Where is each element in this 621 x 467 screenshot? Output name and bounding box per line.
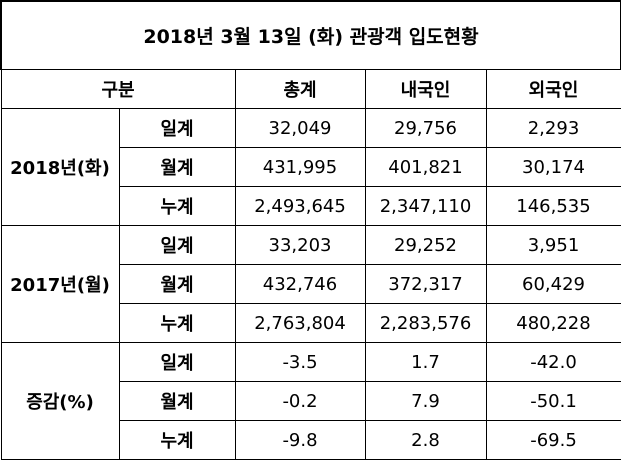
data-row: 월계 -0.2 7.9 -50.1 bbox=[1, 381, 621, 421]
column-header: 총계 bbox=[234, 69, 366, 109]
row-label: 누계 bbox=[118, 303, 236, 343]
data-row: 2017년(월) 일계 33,203 29,252 3,951 bbox=[0, 225, 621, 343]
value-cell: 2.8 bbox=[364, 420, 487, 460]
value-cell: -50.1 bbox=[485, 381, 621, 421]
column-header: 구분 bbox=[0, 69, 236, 109]
value-cell: -9.8 bbox=[234, 420, 366, 460]
value-cell: 2,347,110 bbox=[364, 186, 487, 226]
value-cell: 60,429 bbox=[485, 264, 621, 304]
data-row: 누계 -9.8 2.8 -69.5 bbox=[1, 420, 621, 460]
header-row: 구분 총계 내국인 외국인 bbox=[0, 69, 621, 109]
value-cell: 401,821 bbox=[364, 147, 487, 187]
column-header: 내국인 bbox=[364, 69, 487, 109]
value-cell: 431,995 bbox=[234, 147, 366, 187]
row-label: 일계 bbox=[118, 225, 236, 265]
row-label: 일계 bbox=[118, 108, 236, 148]
value-cell: -69.5 bbox=[485, 420, 621, 460]
data-row: 월계 431,995 401,821 30,174 bbox=[1, 147, 621, 187]
row-label: 월계 bbox=[118, 264, 236, 304]
group-label: 증감(%) bbox=[0, 342, 120, 460]
value-cell: 29,756 bbox=[364, 108, 487, 148]
value-cell: 432,746 bbox=[234, 264, 366, 304]
column-header: 외국인 bbox=[485, 69, 621, 109]
data-row: 누계 2,763,804 2,283,576 480,228 bbox=[1, 303, 621, 343]
data-row: 2018년(화) 일계 32,049 29,756 2,293 bbox=[0, 108, 621, 226]
row-label: 일계 bbox=[118, 342, 236, 382]
value-cell: 480,228 bbox=[485, 303, 621, 343]
data-row: 증감(%) 일계 -3.5 1.7 -42.0 bbox=[0, 342, 621, 460]
value-cell: 2,293 bbox=[485, 108, 621, 148]
value-cell: 32,049 bbox=[234, 108, 366, 148]
value-cell: 1.7 bbox=[364, 342, 487, 382]
value-cell: 29,252 bbox=[364, 225, 487, 265]
value-cell: 3,951 bbox=[485, 225, 621, 265]
group-label: 2017년(월) bbox=[0, 225, 120, 343]
value-cell: -42.0 bbox=[485, 342, 621, 382]
data-row: 월계 432,746 372,317 60,429 bbox=[1, 264, 621, 304]
value-cell: -0.2 bbox=[234, 381, 366, 421]
value-cell: 2,283,576 bbox=[364, 303, 487, 343]
row-label: 월계 bbox=[118, 147, 236, 187]
value-cell: 7.9 bbox=[364, 381, 487, 421]
row-label: 월계 bbox=[118, 381, 236, 421]
value-cell: 2,763,804 bbox=[234, 303, 366, 343]
data-row: 누계 2,493,645 2,347,110 146,535 bbox=[1, 186, 621, 226]
value-cell: 2,493,645 bbox=[234, 186, 366, 226]
value-cell: 146,535 bbox=[485, 186, 621, 226]
value-cell: -3.5 bbox=[234, 342, 366, 382]
table-title: 2018년 3월 13일 (화) 관광객 입도현황 bbox=[0, 0, 621, 70]
group-label: 2018년(화) bbox=[0, 108, 120, 226]
row-label: 누계 bbox=[118, 186, 236, 226]
value-cell: 372,317 bbox=[364, 264, 487, 304]
value-cell: 33,203 bbox=[234, 225, 366, 265]
row-label: 누계 bbox=[118, 420, 236, 460]
title-row: 2018년 3월 13일 (화) 관광객 입도현황 bbox=[0, 0, 621, 70]
value-cell: 30,174 bbox=[485, 147, 621, 187]
